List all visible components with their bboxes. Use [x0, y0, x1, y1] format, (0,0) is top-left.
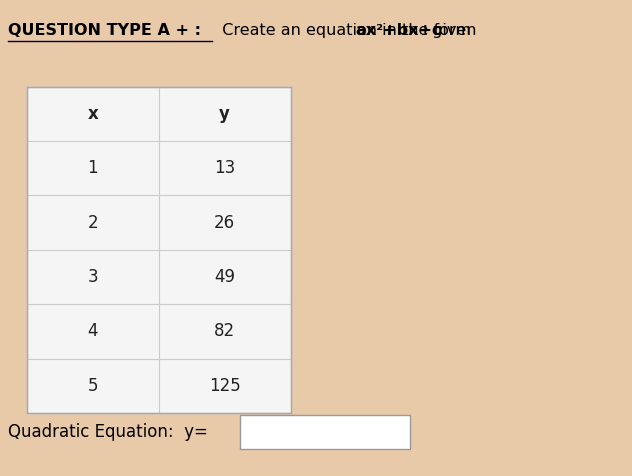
- Text: QUESTION TYPE A + :: QUESTION TYPE A + :: [8, 23, 201, 38]
- Text: Create an equation in the form: Create an equation in the form: [212, 23, 477, 38]
- Text: 125: 125: [209, 377, 241, 395]
- Text: 4: 4: [87, 322, 98, 340]
- Text: x: x: [87, 105, 98, 123]
- Text: 5: 5: [87, 377, 98, 395]
- Text: 13: 13: [214, 159, 235, 177]
- Text: given: given: [427, 23, 477, 38]
- Text: y: y: [219, 105, 230, 123]
- Text: Quadratic Equation:  y=: Quadratic Equation: y=: [8, 423, 207, 441]
- FancyBboxPatch shape: [241, 416, 410, 448]
- FancyBboxPatch shape: [27, 87, 291, 413]
- Text: 49: 49: [214, 268, 235, 286]
- Text: 82: 82: [214, 322, 235, 340]
- Text: ax²+bx+c: ax²+bx+c: [356, 23, 442, 38]
- Text: 3: 3: [87, 268, 98, 286]
- Text: 26: 26: [214, 214, 235, 232]
- Text: 2: 2: [87, 214, 98, 232]
- Text: 1: 1: [87, 159, 98, 177]
